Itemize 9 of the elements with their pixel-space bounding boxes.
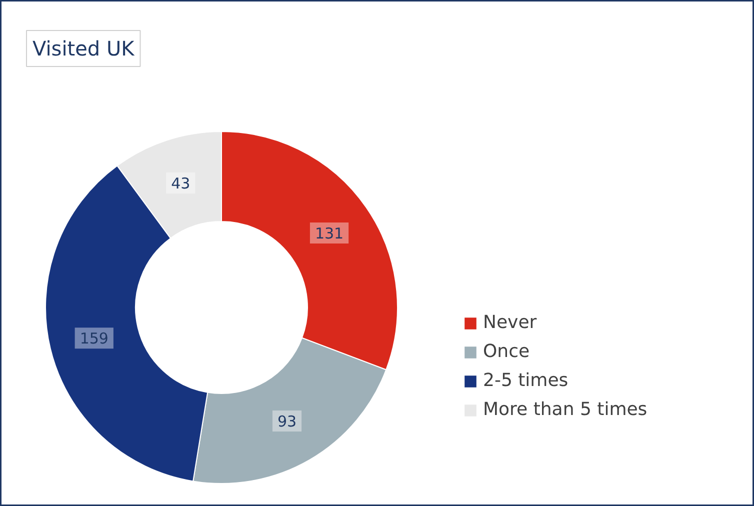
data-label: 131 [314, 224, 344, 243]
data-label: 43 [171, 174, 190, 193]
legend-label: Never [483, 312, 537, 333]
legend-label: 2-5 times [483, 370, 568, 391]
legend-label: More than 5 times [483, 399, 648, 420]
data-label: 93 [277, 412, 297, 430]
data-label: 159 [80, 330, 108, 348]
legend-label: Once [483, 341, 530, 362]
chart-title: Visited UK [32, 36, 136, 60]
